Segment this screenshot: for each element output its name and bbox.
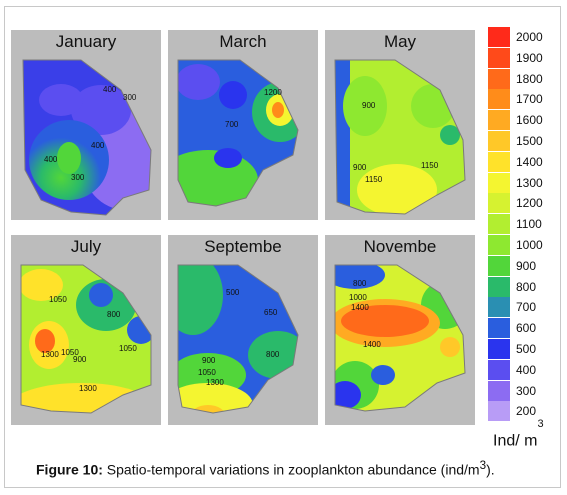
contour-label: 1150 <box>365 175 383 184</box>
legend-swatch <box>488 27 510 47</box>
panel-title: May <box>383 32 417 51</box>
legend-tick: 200 <box>516 404 537 419</box>
panel-title: March <box>219 32 267 51</box>
map-panel-september: 500 650 800 900 1050 1300 Septembe <box>168 235 318 425</box>
contour-label: 300 <box>71 173 85 182</box>
map-november: 800 1000 1400 1400 <box>325 235 475 425</box>
contour-label: 1050 <box>61 348 79 357</box>
contour-label: 900 <box>353 163 367 172</box>
contour-label: 1200 <box>264 88 282 97</box>
contour-label: 700 <box>225 120 239 129</box>
contour-label: 1300 <box>41 350 59 359</box>
legend-tick: 1300 <box>516 175 543 190</box>
panel-title: Septembe <box>204 237 282 256</box>
contour-label: 400 <box>103 85 117 94</box>
contour-label: 800 <box>353 279 367 288</box>
caption-sup: 3 <box>479 459 487 472</box>
caption-label: Figure 10: <box>36 461 103 478</box>
legend-swatch <box>488 276 510 297</box>
contour-label: 900 <box>202 356 216 365</box>
panel-title: Novembe <box>363 237 437 256</box>
contour-label: 1050 <box>119 344 137 353</box>
legend-tick: 1700 <box>516 92 543 107</box>
contour-label: 1150 <box>421 161 439 170</box>
map-september: 500 650 800 900 1050 1300 <box>168 235 318 425</box>
legend-swatch <box>488 235 510 255</box>
legend-swatch <box>488 297 510 318</box>
legend-unit-sup: 3 <box>537 418 544 430</box>
legend-tick: 1100 <box>516 217 542 232</box>
legend-swatch <box>488 68 510 89</box>
legend-tick: 300 <box>516 383 537 398</box>
map-march: 1200 700 <box>168 30 318 220</box>
legend-swatch <box>488 380 510 401</box>
legend-tick: 1500 <box>516 134 543 148</box>
legend-tick: 700 <box>516 300 537 315</box>
contour-label: 800 <box>107 310 121 319</box>
legend-tick: 1600 <box>516 113 543 128</box>
contour-label: 1400 <box>351 303 369 312</box>
legend-swatch <box>488 110 510 131</box>
map-may: 900 900 1150 1150 <box>325 30 475 220</box>
legend-swatch <box>488 193 510 214</box>
contour-label: 1400 <box>363 340 381 349</box>
map-july: 1050 1300 1050 900 1050 800 1300 <box>11 235 161 425</box>
figure-caption: Figure 10: Spatio-temporal variations in… <box>36 459 495 478</box>
contour-label: 900 <box>73 355 87 364</box>
contour-label: 1000 <box>349 293 367 302</box>
map-panel-july: 1050 1300 1050 900 1050 800 1300 July <box>11 235 161 425</box>
legend-swatch <box>488 255 510 276</box>
legend-tick: 600 <box>516 321 537 336</box>
legend-tick: 800 <box>516 279 537 294</box>
panel-title: July <box>70 237 102 256</box>
contour-label: 500 <box>226 288 240 297</box>
contour-label: 1050 <box>49 295 67 304</box>
legend-tick: 1900 <box>516 50 543 65</box>
legend-swatch <box>488 339 510 359</box>
legend-swatch <box>488 214 510 235</box>
legend-swatch <box>488 131 510 151</box>
contour-label: 300 <box>123 93 137 102</box>
legend-swatch <box>488 359 510 380</box>
legend-tick: 1400 <box>516 154 543 169</box>
contour-label: 650 <box>264 308 278 317</box>
caption-text: Spatio-temporal variations in zooplankto… <box>102 461 480 478</box>
legend-unit: Ind/ m 3 <box>493 418 544 450</box>
legend-swatch <box>488 172 510 193</box>
legend-tick: 1000 <box>516 238 543 252</box>
legend-swatch <box>488 401 510 422</box>
contour-label: 1050 <box>198 368 216 377</box>
map-january: 400 300 400 400 300 <box>11 30 161 220</box>
map-panel-may: 900 900 1150 1150 May <box>325 30 475 220</box>
legend-tick: 1800 <box>516 71 543 86</box>
legend-swatch <box>488 89 510 110</box>
map-panel-march: 1200 700 March <box>168 30 318 220</box>
map-panel-january: 400 300 400 400 300 January <box>11 30 161 220</box>
panel-title: January <box>55 32 117 51</box>
legend-tick: 400 <box>516 362 537 377</box>
contour-label: 400 <box>44 155 58 164</box>
legend-tick: 1200 <box>516 196 543 211</box>
legend-unit-text: Ind/ m <box>493 432 538 450</box>
legend-tick: 900 <box>516 258 537 273</box>
contour-label: 1300 <box>79 384 97 393</box>
legend-swatch <box>488 318 510 339</box>
legend-swatch <box>488 47 510 68</box>
contour-label: 1300 <box>206 378 224 387</box>
contour-label: 900 <box>362 101 376 110</box>
contour-label: 800 <box>266 350 280 359</box>
legend-tick: 500 <box>516 342 537 356</box>
contour-label: 400 <box>91 141 105 150</box>
legend-swatch <box>488 151 510 172</box>
legend-tick: 2000 <box>516 30 543 44</box>
caption-end: ). <box>486 461 495 478</box>
map-panel-november: 800 1000 1400 1400 Novembe <box>325 235 475 425</box>
